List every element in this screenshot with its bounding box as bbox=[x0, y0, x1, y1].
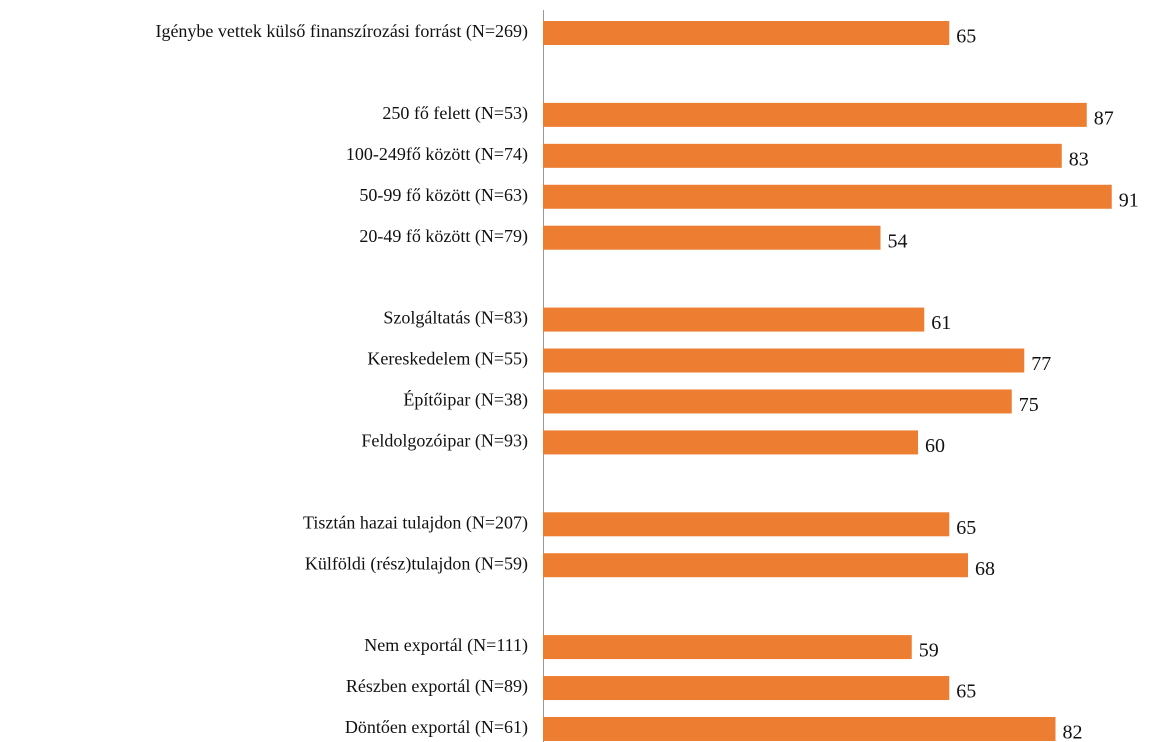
value-label: 77 bbox=[1031, 353, 1051, 375]
bar bbox=[543, 307, 925, 332]
bar bbox=[543, 102, 1087, 127]
bar bbox=[543, 389, 1012, 414]
category-label: Részben exportál (N=89) bbox=[346, 676, 528, 697]
category-label: Feldolgozóipar (N=93) bbox=[361, 431, 528, 452]
bar bbox=[543, 225, 881, 250]
bar bbox=[543, 430, 918, 455]
value-label: 65 bbox=[956, 26, 976, 48]
value-label: 68 bbox=[975, 558, 995, 580]
category-label: 20-49 fő között (N=79) bbox=[359, 226, 528, 247]
category-label: Tisztán hazai tulajdon (N=207) bbox=[303, 512, 528, 533]
value-label: 65 bbox=[956, 681, 976, 703]
category-label: Nem exportál (N=111) bbox=[364, 635, 528, 656]
value-label: 54 bbox=[888, 230, 908, 252]
bar bbox=[543, 676, 950, 701]
category-label: Döntően exportál (N=61) bbox=[345, 717, 528, 738]
bar bbox=[543, 553, 968, 578]
bar bbox=[543, 512, 950, 537]
category-label: Szolgáltatás (N=83) bbox=[383, 308, 528, 329]
value-label: 91 bbox=[1119, 189, 1139, 211]
category-label: 100-249fő között (N=74) bbox=[346, 144, 528, 165]
bar bbox=[543, 184, 1112, 209]
value-label: 83 bbox=[1069, 148, 1089, 170]
value-label: 75 bbox=[1019, 394, 1039, 416]
value-label: 65 bbox=[956, 517, 976, 539]
category-label: Kereskedelem (N=55) bbox=[367, 349, 528, 370]
value-label: 59 bbox=[919, 640, 939, 662]
category-label: 250 fő felett (N=53) bbox=[382, 103, 528, 124]
bar bbox=[543, 21, 950, 45]
value-label: 61 bbox=[931, 312, 951, 334]
value-label: 60 bbox=[925, 435, 945, 457]
category-label: Igénybe vettek külső finanszírozási forr… bbox=[155, 21, 528, 42]
value-label: 87 bbox=[1094, 107, 1114, 129]
bar bbox=[543, 348, 1025, 373]
category-label: 50-99 fő között (N=63) bbox=[359, 185, 528, 206]
bar bbox=[543, 143, 1062, 168]
value-label: 82 bbox=[1063, 722, 1083, 742]
bar bbox=[543, 716, 1056, 741]
bar bbox=[543, 635, 912, 660]
category-label: Építőipar (N=38) bbox=[403, 389, 528, 411]
category-label: Külföldi (rész)tulajdon (N=59) bbox=[305, 553, 528, 574]
